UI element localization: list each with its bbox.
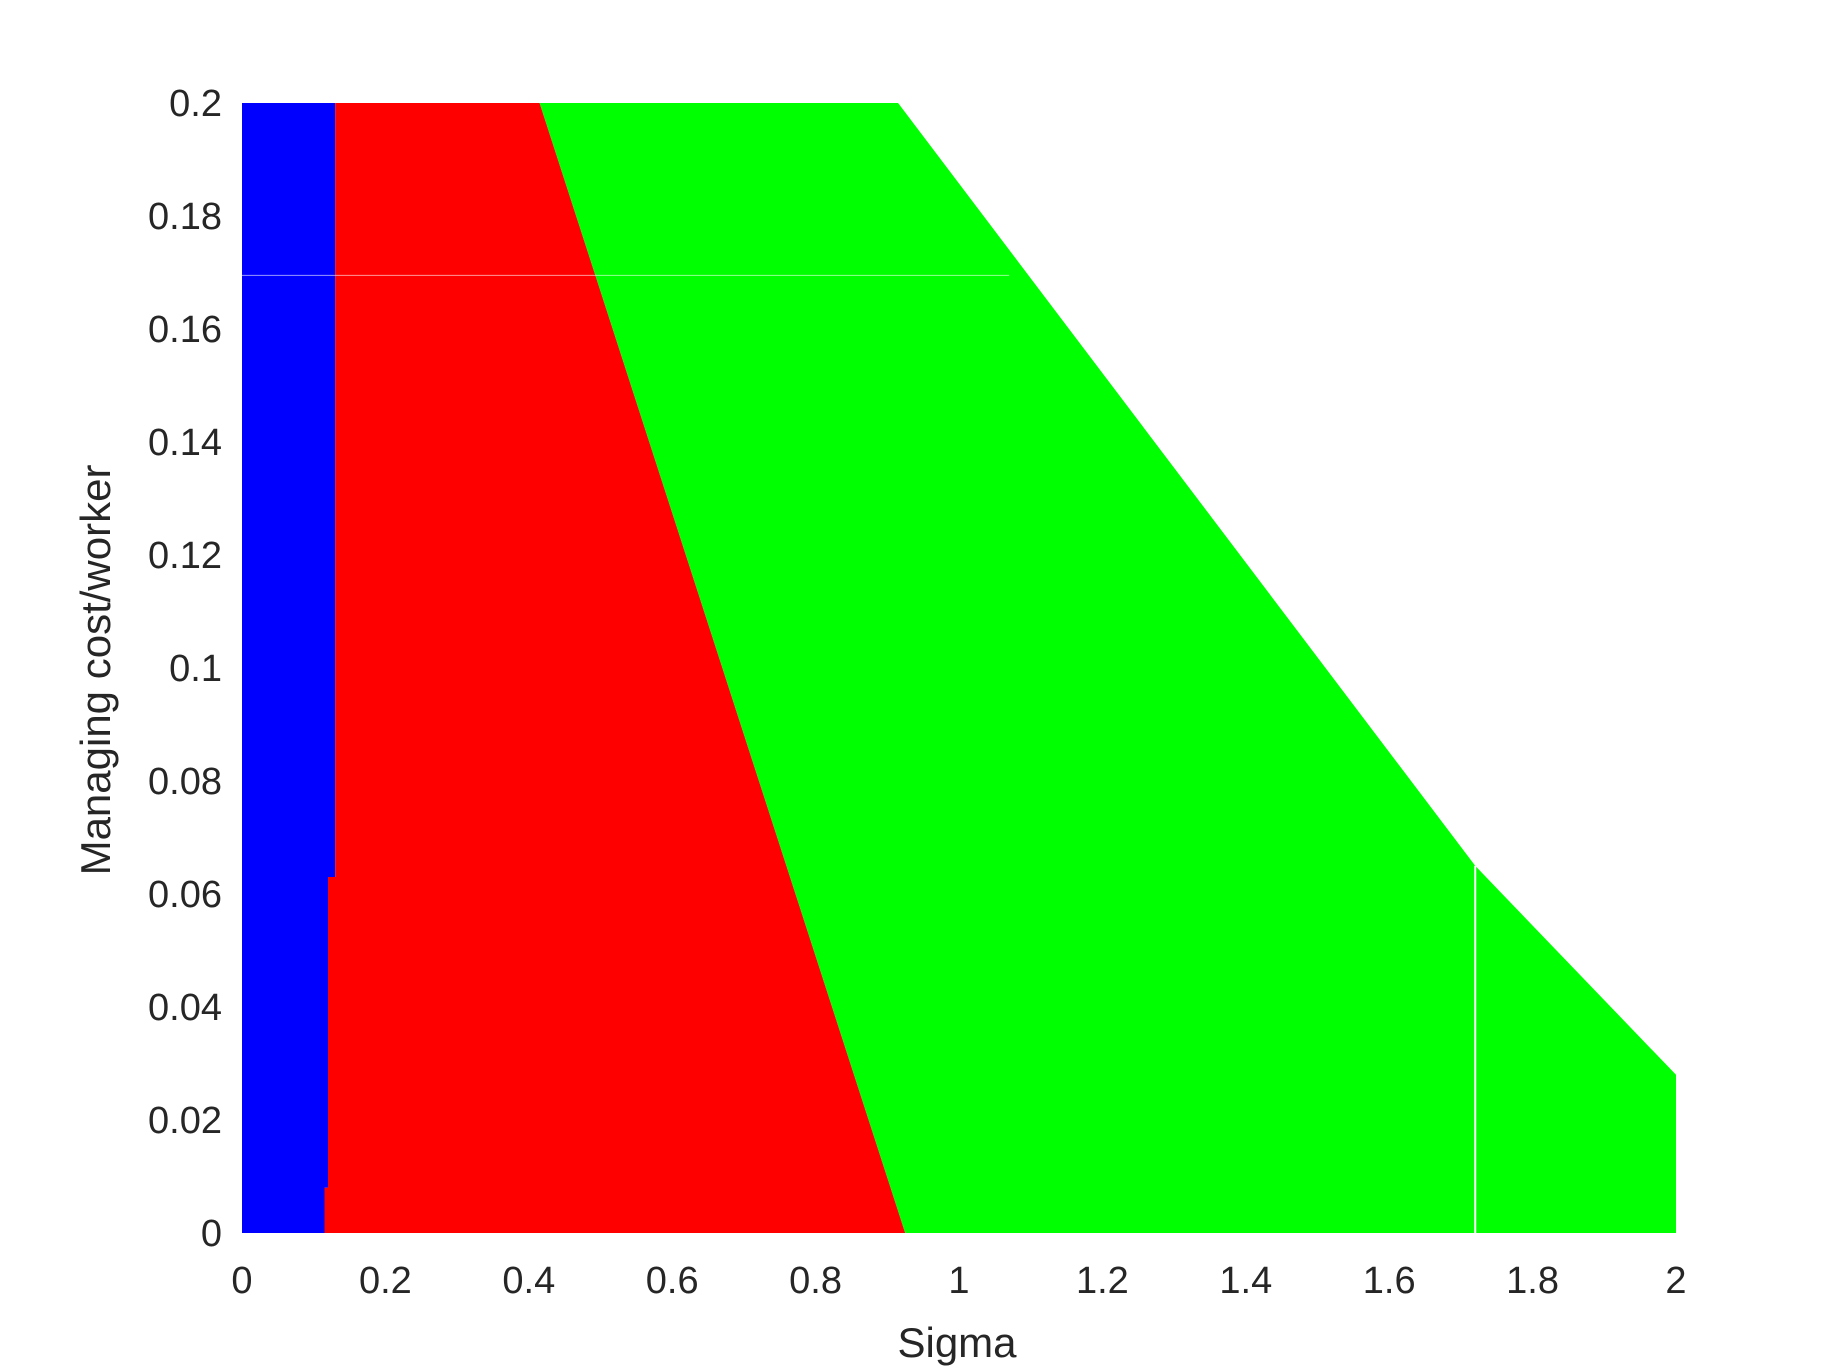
x-tick-label: 1.4 [1219, 1260, 1272, 1302]
x-tick-label: 0.2 [359, 1260, 412, 1302]
y-tick-label: 0.18 [148, 196, 222, 238]
y-tick-label: 0.1 [169, 648, 222, 690]
y-tick-label: 0.14 [148, 422, 222, 464]
plot-regions [242, 103, 1676, 1233]
x-tick-label: 1.8 [1506, 1260, 1559, 1302]
x-tick-label: 1.6 [1363, 1260, 1416, 1302]
x-tick-label: 1.2 [1076, 1260, 1129, 1302]
x-tick-label: 0.6 [646, 1260, 699, 1302]
x-tick-label: 1 [948, 1260, 969, 1302]
red-region [324, 103, 906, 1233]
y-tick-label: 0.2 [169, 83, 222, 125]
y-tick-label: 0 [201, 1213, 222, 1255]
y-axis-label: Managing cost/worker [72, 465, 119, 876]
y-tick-label: 0.04 [148, 987, 222, 1029]
y-axis-ticks: 0 0.02 0.04 0.06 0.08 0.1 0.12 0.14 0.16 0.18 0.2 [148, 83, 222, 1255]
blue-region [242, 103, 336, 1233]
y-tick-label: 0.06 [148, 874, 222, 916]
region-gaps [242, 274, 1477, 1233]
x-tick-label: 0.4 [502, 1260, 555, 1302]
y-tick-label: 0.02 [148, 1100, 222, 1142]
x-axis-ticks: 0 0.2 0.4 0.6 0.8 1 1.2 1.4 1.6 1.8 2 [231, 1260, 1686, 1302]
x-tick-label: 0 [231, 1260, 252, 1302]
y-tick-label: 0.08 [148, 761, 222, 803]
x-tick-label: 2 [1665, 1260, 1686, 1302]
y-tick-label: 0.16 [148, 309, 222, 351]
x-tick-label: 0.8 [789, 1260, 842, 1302]
y-tick-label: 0.12 [148, 535, 222, 577]
green-region [539, 103, 1676, 1233]
x-axis-label: Sigma [897, 1319, 1017, 1366]
